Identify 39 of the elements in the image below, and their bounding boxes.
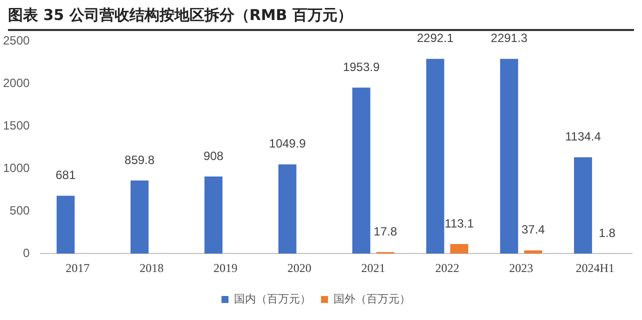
x-tick-label: 2021 [361,260,386,275]
x-tick-label: 2017 [66,260,90,275]
data-label: 2292.1 [416,31,454,46]
y-tick-label: 500 [10,203,30,218]
data-label: 2291.3 [490,31,528,46]
data-label: 859.8 [124,152,155,167]
chart-title: 图表 35 公司营收结构按地区拆分（RMB 百万元） [8,6,634,31]
data-label: 1.8 [598,226,616,240]
bar [278,164,296,254]
y-tick-label: 1000 [2,160,30,175]
x-tick-label: 2024H1 [576,260,614,275]
bar [204,176,222,254]
legend-label: 国内（百万元） [234,292,311,306]
bar [450,244,468,254]
x-tick-label: 2023 [509,260,534,275]
y-tick-label: 2000 [2,76,30,90]
bar [426,58,444,254]
bar [574,157,592,254]
y-tick-label: 2500 [2,34,30,48]
bar [352,88,370,254]
x-tick-label: 2018 [140,260,164,275]
bar [56,196,75,254]
data-label: 1953.9 [342,60,380,74]
data-label: 1134.4 [565,130,602,144]
x-tick-label: 2020 [287,260,312,275]
legend-label: 国外（百万元） [334,292,410,306]
x-tick-label: 2022 [435,260,460,275]
bar [130,180,149,254]
data-label: 17.8 [374,224,398,238]
y-tick-label: 1500 [2,118,30,132]
bar [500,58,518,254]
x-tick-label: 2019 [213,260,238,275]
data-label: 1049.9 [269,136,306,151]
data-label: 113.1 [444,216,474,230]
data-label: 908 [203,148,224,163]
bar [524,250,542,254]
data-label: 681 [56,168,76,182]
data-label: 37.4 [521,222,546,237]
y-tick-label: 0 [23,246,30,260]
